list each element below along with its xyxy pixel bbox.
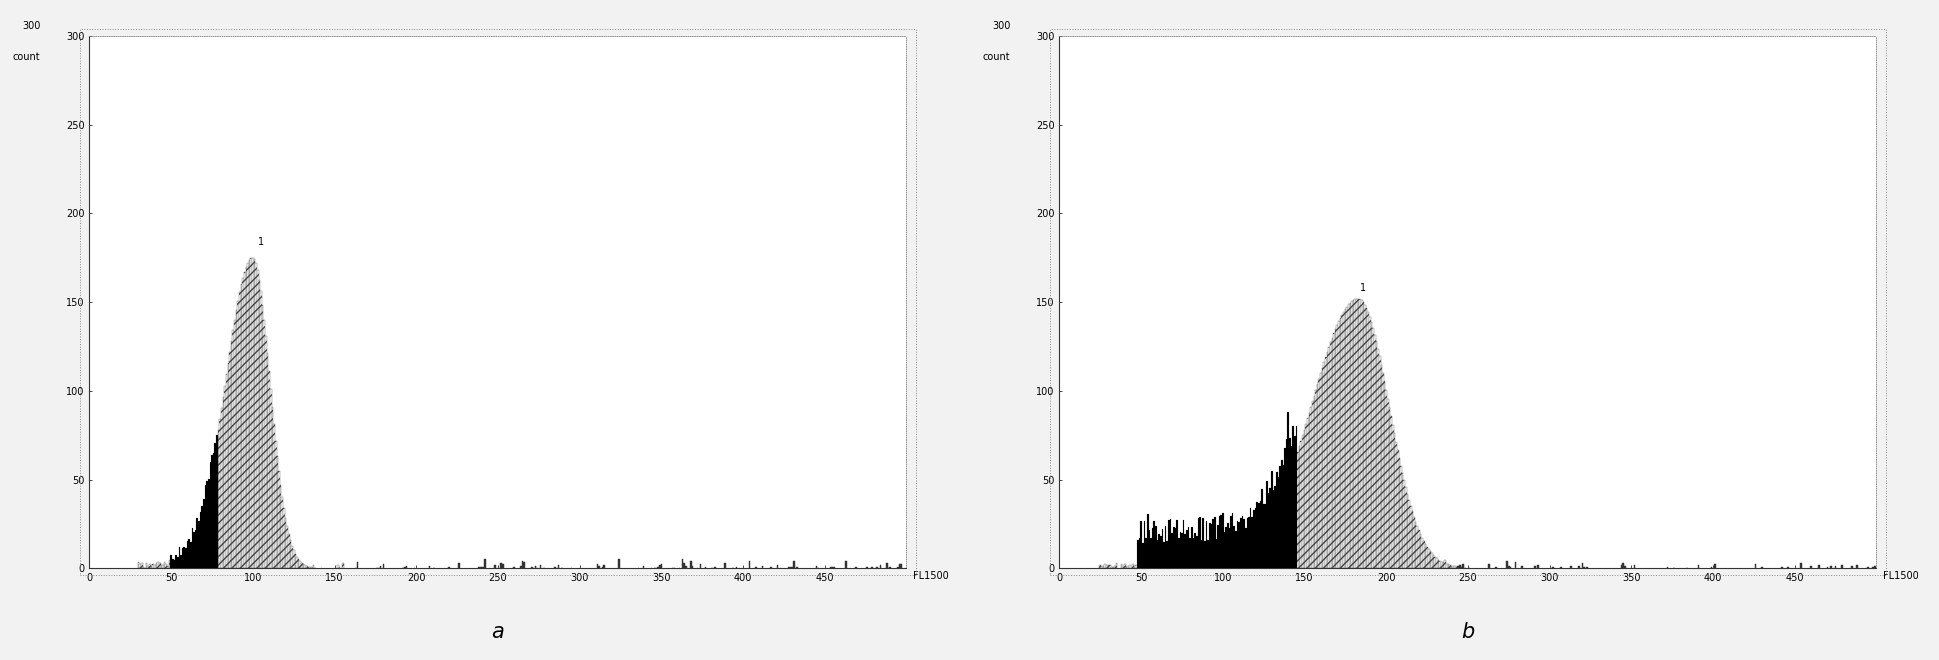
Text: 300: 300	[991, 20, 1010, 30]
Text: 1: 1	[258, 237, 264, 247]
Text: a: a	[491, 622, 504, 642]
Text: count: count	[14, 52, 41, 62]
Text: FL1500: FL1500	[1883, 571, 1918, 581]
Text: count: count	[983, 52, 1010, 62]
Text: FL1500: FL1500	[913, 571, 948, 581]
Text: b: b	[1460, 622, 1474, 642]
Text: 1: 1	[1359, 283, 1365, 293]
Text: 300: 300	[21, 20, 41, 30]
